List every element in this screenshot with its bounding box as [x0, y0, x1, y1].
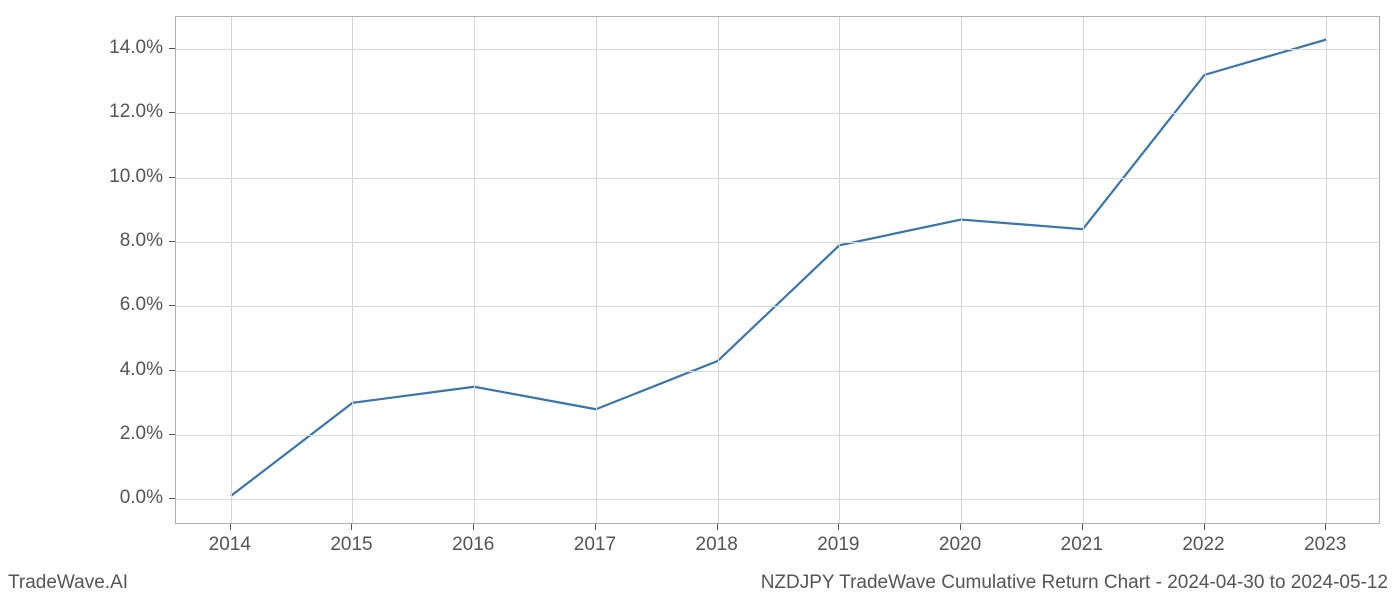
return-line	[231, 40, 1326, 497]
grid-line-vertical	[231, 17, 232, 523]
y-axis-label: 2.0%	[120, 423, 163, 445]
x-tick	[1204, 524, 1205, 530]
y-axis-label: 4.0%	[120, 359, 163, 381]
grid-line-horizontal	[176, 499, 1379, 500]
grid-line-horizontal	[176, 306, 1379, 307]
footer-right-text: NZDJPY TradeWave Cumulative Return Chart…	[761, 572, 1388, 594]
x-tick	[838, 524, 839, 530]
x-tick	[351, 524, 352, 530]
x-tick	[960, 524, 961, 530]
chart-container: TradeWave.AI NZDJPY TradeWave Cumulative…	[0, 0, 1400, 600]
y-axis-label: 0.0%	[120, 487, 163, 509]
x-tick	[230, 524, 231, 530]
y-tick	[169, 370, 175, 371]
x-axis-label: 2023	[1304, 534, 1346, 556]
x-axis-label: 2014	[209, 534, 251, 556]
y-tick	[169, 434, 175, 435]
grid-line-horizontal	[176, 435, 1379, 436]
y-tick	[169, 305, 175, 306]
plot-area	[175, 16, 1380, 524]
y-tick	[169, 498, 175, 499]
y-tick	[169, 112, 175, 113]
y-axis-label: 14.0%	[109, 37, 163, 59]
grid-line-vertical	[474, 17, 475, 523]
y-tick	[169, 48, 175, 49]
grid-line-horizontal	[176, 178, 1379, 179]
grid-line-horizontal	[176, 49, 1379, 50]
x-axis-label: 2019	[817, 534, 859, 556]
x-axis-label: 2015	[330, 534, 372, 556]
grid-line-vertical	[1326, 17, 1327, 523]
x-axis-label: 2016	[452, 534, 494, 556]
y-axis-label: 12.0%	[109, 101, 163, 123]
x-axis-label: 2020	[939, 534, 981, 556]
x-tick	[717, 524, 718, 530]
grid-line-vertical	[352, 17, 353, 523]
y-tick	[169, 241, 175, 242]
grid-line-horizontal	[176, 371, 1379, 372]
grid-line-vertical	[596, 17, 597, 523]
line-series	[176, 17, 1381, 525]
y-axis-label: 10.0%	[109, 166, 163, 188]
grid-line-vertical	[718, 17, 719, 523]
y-axis-label: 6.0%	[120, 294, 163, 316]
y-tick	[169, 177, 175, 178]
x-tick	[595, 524, 596, 530]
x-axis-label: 2017	[574, 534, 616, 556]
grid-line-vertical	[961, 17, 962, 523]
grid-line-vertical	[839, 17, 840, 523]
grid-line-horizontal	[176, 242, 1379, 243]
grid-line-horizontal	[176, 113, 1379, 114]
grid-line-vertical	[1205, 17, 1206, 523]
grid-line-vertical	[1083, 17, 1084, 523]
x-tick	[1082, 524, 1083, 530]
footer-left-text: TradeWave.AI	[8, 572, 128, 594]
x-axis-label: 2018	[696, 534, 738, 556]
x-tick	[1325, 524, 1326, 530]
x-tick	[473, 524, 474, 530]
y-axis-label: 8.0%	[120, 230, 163, 252]
x-axis-label: 2021	[1061, 534, 1103, 556]
x-axis-label: 2022	[1182, 534, 1224, 556]
